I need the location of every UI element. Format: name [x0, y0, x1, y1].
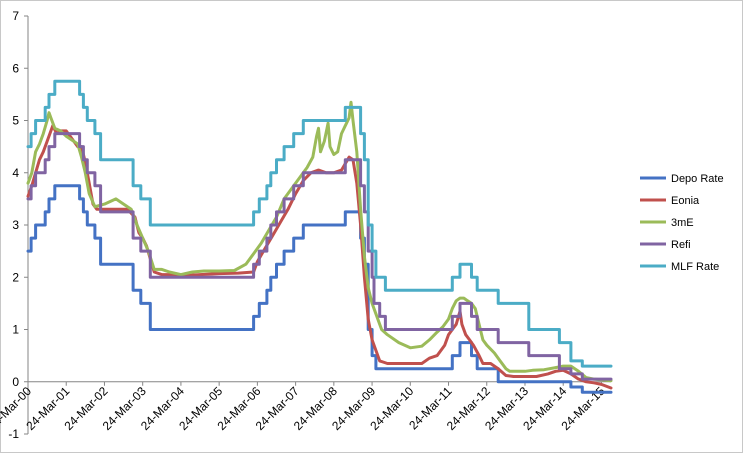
y-tick-label: 0 [12, 375, 19, 389]
legend-label-refi: Refi [671, 239, 691, 251]
legend-label-3me: 3mE [671, 217, 694, 229]
series-line-refi [26, 132, 613, 381]
y-tick-label: 4 [12, 166, 19, 180]
x-axis: 24-Mar-0024-Mar-0124-Mar-0224-Mar-0324-M… [0, 381, 611, 433]
y-tick-label: -1 [8, 427, 19, 441]
series-line-mlf-rate [26, 79, 613, 368]
legend-label-mlf-rate: MLF Rate [671, 261, 719, 273]
y-tick-label: 2 [12, 270, 19, 284]
series-line-depo-rate [26, 184, 613, 394]
series-line-eonia [26, 124, 613, 390]
series-lines [26, 79, 613, 394]
legend: Depo Rate Eonia 3mE Refi MLF Rate [640, 173, 724, 273]
y-tick-label: 6 [12, 61, 19, 75]
legend-label-depo-rate: Depo Rate [671, 173, 724, 185]
series-line-3me [26, 100, 613, 383]
y-axis: -1 0 1 2 3 4 5 6 7 [8, 9, 29, 441]
y-tick-label: 3 [12, 218, 19, 232]
y-tick-label: 7 [12, 9, 19, 23]
legend-label-eonia: Eonia [671, 195, 700, 207]
y-tick-label: 1 [12, 323, 19, 337]
y-tick-label: 5 [12, 114, 19, 128]
